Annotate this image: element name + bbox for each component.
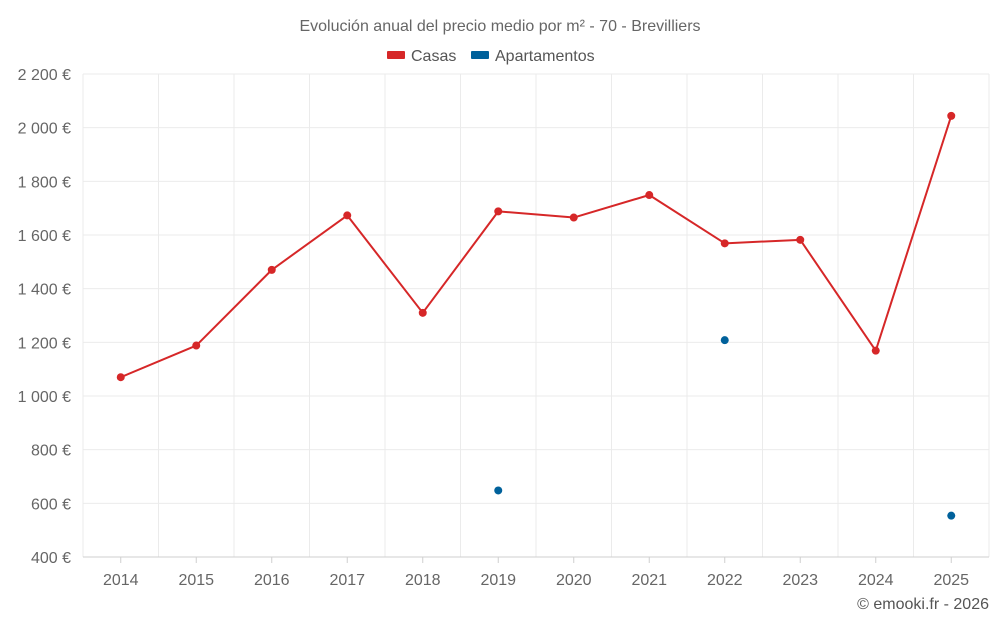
series-line-casas — [120, 115, 953, 379]
series-casas — [116, 111, 956, 382]
x-tick-label: 2024 — [858, 572, 894, 589]
x-tick-label: 2019 — [480, 572, 516, 589]
y-tick-label: 400 € — [31, 550, 71, 567]
x-tick-label: 2021 — [631, 572, 667, 589]
x-tick-label: 2023 — [782, 572, 818, 589]
data-point-apartamentos[interactable] — [720, 336, 729, 345]
x-tick-label: 2018 — [405, 572, 441, 589]
data-point-casas[interactable] — [343, 211, 352, 220]
credit-label: © emooki.fr - 2026 — [857, 596, 989, 613]
y-tick-label: 1 800 € — [18, 174, 71, 191]
legend: Casas Apartamentos — [387, 48, 595, 65]
data-point-casas[interactable] — [947, 111, 956, 120]
legend-item-apartamentos[interactable]: Apartamentos — [471, 48, 595, 65]
legend-label-apartamentos: Apartamentos — [495, 48, 595, 65]
series-apartamentos — [494, 336, 956, 520]
data-point-apartamentos[interactable] — [494, 486, 503, 495]
x-tick-label: 2016 — [254, 572, 290, 589]
legend-item-casas[interactable]: Casas — [387, 48, 456, 65]
y-tick-label: 600 € — [31, 496, 71, 513]
y-tick-label: 1 600 € — [18, 228, 71, 245]
data-point-casas[interactable] — [720, 239, 729, 248]
data-point-casas[interactable] — [418, 308, 427, 317]
x-tick-label: 2020 — [556, 572, 592, 589]
x-tick-label: 2017 — [329, 572, 365, 589]
grid — [82, 73, 990, 557]
legend-label-casas: Casas — [411, 48, 456, 65]
y-tick-label: 1 000 € — [18, 389, 71, 406]
data-point-casas[interactable] — [871, 346, 880, 355]
y-tick-label: 1 400 € — [18, 282, 71, 299]
data-point-casas[interactable] — [494, 207, 503, 216]
x-tick-label: 2025 — [933, 572, 969, 589]
y-tick-label: 800 € — [31, 443, 71, 460]
data-point-casas[interactable] — [192, 341, 201, 350]
data-point-casas[interactable] — [796, 235, 805, 244]
legend-swatch-casas — [387, 51, 405, 59]
data-point-casas[interactable] — [645, 191, 654, 200]
y-tick-label: 2 000 € — [18, 121, 71, 138]
y-tick-label: 2 200 € — [18, 67, 71, 84]
chart-title: Evolución anual del precio medio por m² … — [299, 18, 700, 35]
legend-swatch-apartamentos — [471, 51, 489, 59]
x-tick-label: 2022 — [707, 572, 743, 589]
y-tick-label: 1 200 € — [18, 335, 71, 352]
x-tick-label: 2014 — [103, 572, 139, 589]
data-point-casas[interactable] — [267, 265, 276, 274]
axes: 400 € 600 € 800 € 1 000 € 1 200 € 1 400 € 1 60… — [18, 67, 989, 589]
data-point-casas[interactable] — [116, 373, 125, 382]
x-tick-label: 2015 — [178, 572, 214, 589]
data-point-casas[interactable] — [569, 213, 578, 222]
series — [116, 111, 956, 520]
data-point-apartamentos[interactable] — [947, 511, 956, 520]
